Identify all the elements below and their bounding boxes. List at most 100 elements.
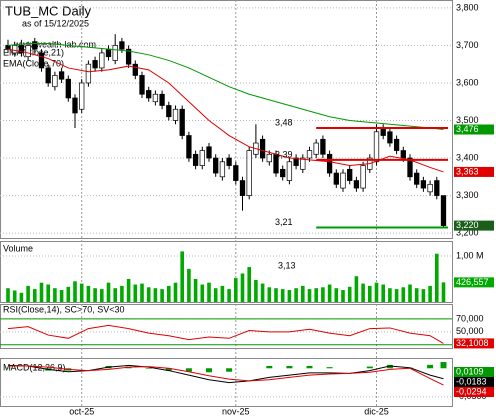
volume-bar xyxy=(301,285,305,302)
volume-bar xyxy=(280,289,285,302)
candle-body xyxy=(340,172,346,189)
candle-body xyxy=(12,45,18,54)
x-tick-label: dic-25 xyxy=(364,406,389,416)
volume-bar xyxy=(327,284,332,302)
value-label-box xyxy=(454,377,494,387)
candle-body xyxy=(434,180,440,196)
subtitle: as of 15/12/2025 xyxy=(22,18,89,28)
candle-body xyxy=(266,153,272,163)
ema-line xyxy=(7,43,444,131)
macd-hist xyxy=(366,366,373,369)
y-tick-label: 3,800 xyxy=(456,2,479,12)
volume-bar xyxy=(227,289,231,302)
volume-bar xyxy=(213,288,218,302)
candle-body xyxy=(393,138,400,151)
candle-body xyxy=(226,157,232,166)
volume-bar xyxy=(19,292,24,302)
macd-hist xyxy=(5,367,11,369)
annotation: 3,13 xyxy=(278,260,296,270)
panel-frame xyxy=(0,304,453,349)
candle-body xyxy=(18,45,25,54)
legend-entry: EMA(Close,70) xyxy=(3,58,64,68)
volume-bar xyxy=(421,289,426,302)
level-label: 3,48 xyxy=(275,117,293,127)
volume-bar xyxy=(106,282,111,302)
volume-bar xyxy=(173,282,178,302)
candle-body xyxy=(407,157,413,178)
volume-bar xyxy=(100,289,104,302)
candle-body xyxy=(38,52,45,69)
value-label: 3,363 xyxy=(456,166,479,176)
volume-bar xyxy=(435,253,439,302)
value-label: 32,1008 xyxy=(456,338,489,348)
candle-body xyxy=(99,52,105,69)
volume-bar xyxy=(361,283,365,302)
volume-bar xyxy=(274,288,278,302)
volume-bar xyxy=(334,288,339,302)
candle-body xyxy=(286,161,293,181)
volume-bar xyxy=(46,284,50,302)
candle-body xyxy=(219,161,226,178)
volume-bar xyxy=(254,279,258,302)
volume-bar xyxy=(234,278,238,302)
value-label-box xyxy=(454,220,494,231)
chart-title: TUB_MC Daily xyxy=(5,3,91,18)
volume-bar xyxy=(12,290,17,302)
candle-body xyxy=(440,195,447,226)
y-tick-label: 3,600 xyxy=(456,77,479,87)
candle-body xyxy=(293,157,299,166)
volume-bar xyxy=(79,283,84,302)
rsi-line xyxy=(7,324,444,344)
candle-body xyxy=(172,108,179,121)
candle-body xyxy=(112,45,118,61)
volume-bar xyxy=(368,285,372,302)
candle-body xyxy=(373,131,380,163)
candle-body xyxy=(306,150,313,159)
volume-bar xyxy=(193,278,198,302)
level-label: 3,21 xyxy=(275,217,293,227)
candle-body xyxy=(5,45,11,50)
candle-body xyxy=(79,82,85,110)
candle-body xyxy=(65,78,71,99)
candle-body xyxy=(280,168,286,178)
candle-body xyxy=(125,48,132,65)
value-label-box xyxy=(454,387,494,397)
candle-body xyxy=(146,90,152,99)
volume-bar xyxy=(140,283,144,302)
macd-hist xyxy=(386,364,393,369)
candle-body xyxy=(313,142,319,155)
y-tick-label: 1,00 M xyxy=(456,250,484,260)
panel-title: RSI(Close,14), SC>70, SV<30 xyxy=(3,304,125,314)
candle-body xyxy=(326,153,333,174)
macd-hist xyxy=(165,368,172,371)
candle-body xyxy=(233,165,239,181)
volume-bar xyxy=(66,286,71,302)
volume-bar xyxy=(287,290,292,302)
volume-bar xyxy=(294,288,298,302)
volume-bar xyxy=(267,287,272,302)
candle-body xyxy=(152,93,159,103)
candle-body xyxy=(132,63,138,76)
candle-body xyxy=(32,41,38,50)
volume-bar xyxy=(414,288,419,302)
value-label-box xyxy=(454,367,494,377)
value-label-box xyxy=(454,277,494,288)
volume-bar xyxy=(180,251,184,302)
candle-body xyxy=(166,105,172,118)
value-label-box xyxy=(454,124,494,135)
volume-bar xyxy=(73,281,77,302)
y-tick-label: 3,400 xyxy=(456,152,479,162)
volume-bar xyxy=(167,285,171,302)
macd-hist xyxy=(185,368,192,372)
volume-bar xyxy=(33,289,37,302)
volume-bar xyxy=(6,288,10,302)
volume-bar xyxy=(133,284,138,302)
candle-body xyxy=(52,75,58,88)
candle-body xyxy=(119,41,125,50)
candle-body xyxy=(186,135,192,159)
candle-body xyxy=(246,150,252,196)
candle-body xyxy=(139,75,145,95)
y-tick-label: 3,300 xyxy=(456,190,479,200)
volume-bar xyxy=(408,284,412,302)
